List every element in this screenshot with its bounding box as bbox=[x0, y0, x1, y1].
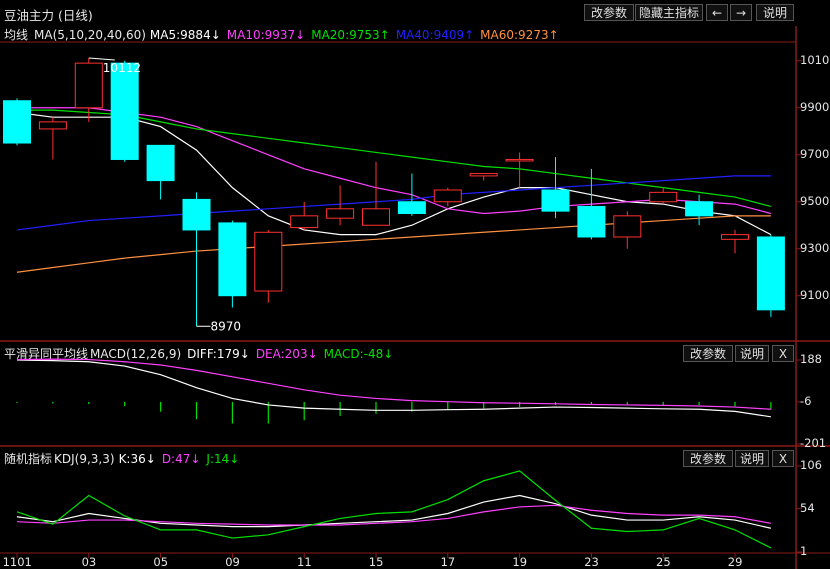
hide-main-indicator-button[interactable]: 隐藏主指标 bbox=[635, 4, 703, 21]
macd-y-tick: 188 bbox=[800, 352, 822, 366]
dea-line bbox=[16, 358, 771, 410]
macd-legend-params: MACD(12,26,9) bbox=[90, 347, 182, 361]
x-tick-label: 29 bbox=[727, 555, 743, 569]
ma60-line bbox=[16, 215, 771, 273]
x-tick-label: 03 bbox=[81, 555, 97, 569]
macd-legend: 平滑异同平均线 MACD(12,26,9) DIFF:179↓ DEA:203↓ MAC… bbox=[4, 345, 399, 362]
help-button[interactable]: 说明 bbox=[756, 4, 794, 21]
kdj-y-tick: 1 bbox=[800, 544, 808, 558]
price-y-tick: 9700 bbox=[800, 146, 830, 161]
candle-down bbox=[685, 201, 714, 217]
change-params-button[interactable]: 改参数 bbox=[584, 4, 634, 21]
candle-up bbox=[649, 191, 678, 203]
candle-up bbox=[326, 208, 355, 219]
dea-value: DEA:203↓ bbox=[255, 347, 318, 361]
x-tick-label: 23 bbox=[584, 555, 599, 569]
candle-down bbox=[577, 205, 606, 238]
price-y-tick: 9900 bbox=[800, 99, 830, 114]
price-y-tick: 9500 bbox=[800, 193, 830, 208]
ma-legend-params: MA(5,10,20,40,60) bbox=[34, 28, 146, 42]
ma60-value: MA60:9273↑ bbox=[480, 28, 559, 42]
x-tick-label: 15 bbox=[368, 555, 384, 569]
x-tick-label: 11 bbox=[297, 555, 312, 569]
kdj-change-params-button[interactable]: 改参数 bbox=[683, 450, 733, 467]
candle-up bbox=[74, 62, 103, 109]
high-label: 10112 bbox=[103, 61, 141, 75]
macd-change-params-button[interactable]: 改参数 bbox=[683, 345, 733, 362]
ma-legend: 均线 MA(5,10,20,40,60) MA5:9884↓ MA10:9937↓ MA… bbox=[4, 26, 565, 43]
candle-down bbox=[541, 189, 570, 212]
kdj-y-tick: 106 bbox=[800, 458, 822, 472]
ma10-value: MA10:9937↓ bbox=[226, 28, 306, 42]
candle-down bbox=[146, 144, 175, 182]
ma40-value: MA40:9409↑ bbox=[395, 28, 475, 42]
high-pointer bbox=[88, 57, 115, 61]
candle-down bbox=[756, 236, 785, 311]
candle-up bbox=[254, 231, 283, 292]
candle-down bbox=[110, 62, 139, 160]
j-value: J:14↓ bbox=[206, 452, 240, 466]
macd-y-tick: -201 bbox=[800, 436, 827, 450]
x-tick-label: 09 bbox=[225, 555, 240, 569]
k-line bbox=[16, 494, 772, 529]
kdj-y-tick: 54 bbox=[800, 500, 815, 515]
kdj-close-button[interactable]: X bbox=[772, 450, 794, 467]
x-tick-label: 17 bbox=[440, 555, 456, 569]
chart-title: 豆油主力 (日线) bbox=[4, 8, 93, 23]
macd-legend-title: 平滑异同平均线 bbox=[4, 347, 89, 361]
candle-down bbox=[218, 222, 247, 297]
candle-up bbox=[362, 208, 390, 226]
ma20-value: MA20:9753↑ bbox=[311, 28, 390, 42]
macd-y-tick: -6 bbox=[800, 393, 812, 408]
low-label: 8970 bbox=[211, 319, 242, 333]
diff-value: DIFF:179↓ bbox=[187, 347, 250, 361]
next-arrow-button[interactable]: → bbox=[730, 4, 752, 21]
ma10-line bbox=[17, 107, 772, 215]
kdj-help-button[interactable]: 说明 bbox=[735, 450, 769, 467]
ma5-line bbox=[16, 111, 772, 236]
macd-value: MACD:-48↓ bbox=[323, 347, 394, 361]
candle-up bbox=[721, 234, 749, 240]
kdj-legend: 随机指标 KDJ(9,3,3) K:36↓ D:47↓ J:14↓ bbox=[4, 450, 245, 467]
candle-up bbox=[38, 121, 67, 130]
ma20-line bbox=[17, 109, 772, 208]
kdj-legend-params: KDJ(9,3,3) bbox=[54, 452, 115, 466]
prev-arrow-button[interactable]: ← bbox=[706, 4, 728, 21]
candle-up bbox=[433, 189, 462, 203]
diff-line bbox=[16, 359, 771, 418]
price-y-tick: 10100 bbox=[800, 52, 830, 67]
j-line bbox=[16, 470, 772, 549]
candle-up bbox=[290, 215, 319, 229]
kdj-legend-title: 随机指标 bbox=[4, 452, 53, 466]
candle-up bbox=[469, 173, 498, 177]
candle-down bbox=[3, 100, 31, 144]
d-line bbox=[16, 504, 772, 526]
candle-down bbox=[182, 198, 211, 231]
macd-close-button[interactable]: X bbox=[772, 345, 794, 362]
x-tick-label: 25 bbox=[656, 555, 671, 569]
x-tick-label: 19 bbox=[512, 555, 528, 569]
candle-up bbox=[613, 215, 642, 238]
macd-help-button[interactable]: 说明 bbox=[735, 345, 769, 362]
x-tick-label: 1101 bbox=[2, 555, 32, 569]
ma-legend-label: 均线 bbox=[4, 28, 29, 42]
price-y-tick: 9300 bbox=[800, 240, 830, 255]
d-value: D:47↓ bbox=[161, 452, 201, 466]
k-value: K:36↓ bbox=[118, 452, 156, 466]
candle-up bbox=[505, 158, 534, 162]
x-tick-label: 05 bbox=[153, 555, 169, 569]
price-y-tick: 9100 bbox=[800, 287, 830, 302]
ma5-value: MA5:9884↓ bbox=[149, 28, 221, 42]
ma40-line bbox=[16, 175, 771, 231]
candle-down bbox=[397, 201, 426, 214]
